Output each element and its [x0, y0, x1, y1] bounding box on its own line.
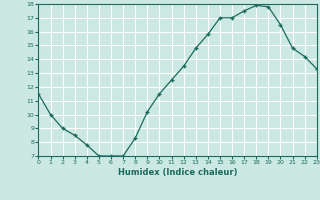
X-axis label: Humidex (Indice chaleur): Humidex (Indice chaleur): [118, 168, 237, 177]
